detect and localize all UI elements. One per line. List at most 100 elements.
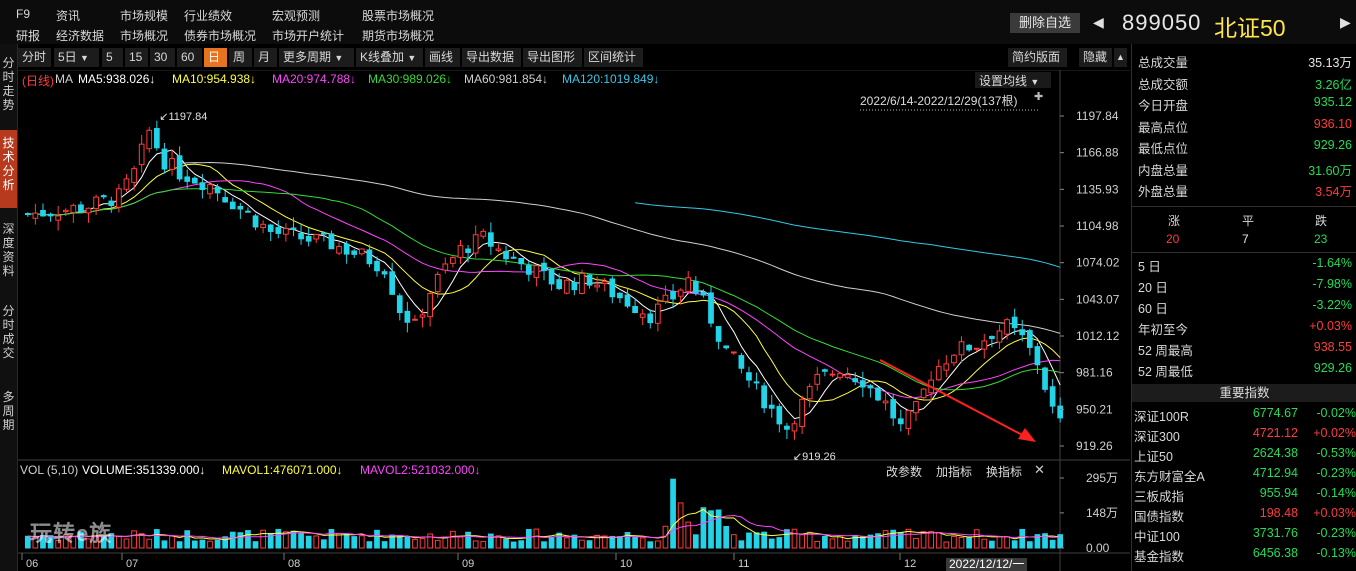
candle-body <box>434 273 441 293</box>
ma60-label: MA60:981.854↓ <box>464 72 549 86</box>
menu-futures-overview[interactable]: 期货市场概况 <box>362 29 435 43</box>
index-name: 东方财富全A <box>1134 470 1205 484</box>
ma30-label: MA30:989.026↓ <box>368 72 453 86</box>
volume-bar <box>996 535 1003 549</box>
volume-bar <box>1049 539 1056 549</box>
candle-body <box>738 355 745 369</box>
kline-chart[interactable]: 1197.84 1166.88 1135.93 1104.98 1074.02 1043.… <box>18 70 1130 571</box>
price-tick-label: 1166.88 <box>1076 146 1119 160</box>
menu-market-overview[interactable]: 市场概况 <box>120 29 169 43</box>
menu-bond-market-overview[interactable]: 债券市场概况 <box>184 29 257 43</box>
tb-range-stats[interactable]: 区间统计 <box>584 48 644 67</box>
next-arrow-icon[interactable]: ▶ <box>1340 14 1351 30</box>
index-name: 深证100R <box>1134 410 1189 424</box>
index-row[interactable]: 深证300 4721.12 +0.02% <box>1134 426 1356 446</box>
tb-5min[interactable]: 5 <box>102 48 124 67</box>
remove-watchlist-button[interactable]: 删除自选 <box>1010 13 1080 33</box>
menu-economic-data[interactable]: 经济数据 <box>56 29 105 43</box>
candle-body <box>412 318 418 321</box>
menu-macro-forecast[interactable]: 宏观预测 <box>272 9 321 23</box>
close-icon[interactable]: ✕ <box>1034 462 1045 477</box>
menu-market-scale[interactable]: 市场规模 <box>120 9 169 23</box>
index-change: -0.23% <box>1316 466 1356 480</box>
volume-bar <box>146 538 153 549</box>
menu-research[interactable]: 研报 <box>16 29 41 43</box>
tb-kline-overlay[interactable]: K线叠加 ▼ <box>356 48 424 67</box>
price-tick-label: 1197.84 <box>1076 109 1119 123</box>
volume-bar <box>791 528 798 549</box>
tb-hide[interactable]: 隐藏 <box>1079 48 1113 67</box>
candle-body <box>374 260 380 272</box>
tb-simple-layout[interactable]: 简约版面 <box>1008 48 1068 67</box>
candle-body <box>973 347 980 350</box>
index-row[interactable]: 深证100R 6774.67 -0.02% <box>1134 406 1356 426</box>
index-row[interactable]: 基金指数 6456.38 -0.13% <box>1134 546 1356 566</box>
volume-bar <box>746 532 752 549</box>
candle-body <box>601 281 608 285</box>
index-row[interactable]: 国债指数 198.48 +0.03% <box>1134 506 1356 526</box>
index-row[interactable]: 三板成指 955.94 -0.14% <box>1134 486 1356 506</box>
month-label: 06 <box>26 558 38 570</box>
chevron-down-icon: ▼ <box>334 53 344 63</box>
menu-news[interactable]: 资讯 <box>56 9 81 23</box>
candle-body <box>655 303 661 324</box>
tab-in-depth-info[interactable]: 深 度 资 料 <box>2 222 15 278</box>
quote-row-value: 935.12 <box>1313 95 1352 109</box>
price-tick-label: 1012.12 <box>1076 329 1120 343</box>
menu-f9[interactable]: F9 <box>16 7 31 21</box>
tb-15min[interactable]: 15 <box>125 48 149 67</box>
candle-body <box>62 209 69 213</box>
menu-stock-market-overview[interactable]: 股票市场概况 <box>362 9 435 23</box>
candle-body <box>153 128 160 149</box>
ma-settings-button[interactable]: 设置均线 ▼ <box>975 72 1051 88</box>
volume-bar <box>738 540 745 549</box>
tb-export-graph[interactable]: 导出图形 <box>523 48 583 67</box>
tab-intraday-trades[interactable]: 分 时 成 交 <box>2 304 15 360</box>
tb-more-periods[interactable]: 更多周期 ▼ <box>279 48 355 67</box>
tb-daily[interactable]: 日 <box>204 48 228 67</box>
quote-row: 内盘总量 31.60万 <box>1138 160 1352 180</box>
volume-bar <box>586 540 593 549</box>
volume-bar <box>859 536 866 549</box>
switch-indicator-button[interactable]: 换指标 <box>986 465 1023 479</box>
breadth-flat-count: 7 <box>1242 232 1249 246</box>
index-price: 4712.94 <box>1252 466 1298 480</box>
quote-row-label: 总成交额 <box>1138 77 1189 92</box>
volume-bar <box>472 540 479 549</box>
menu-industry-perf[interactable]: 行业绩效 <box>184 9 233 23</box>
pin-icon[interactable]: ✚ <box>1034 91 1044 103</box>
panel-toggle-icon[interactable]: ▲ <box>1114 48 1128 67</box>
volume-bar <box>692 534 699 549</box>
tab-technical-analysis[interactable]: 技 术 分 析 <box>0 130 17 208</box>
tab-multi-period[interactable]: 多 周 期 <box>2 390 15 432</box>
volume-bar <box>875 533 881 549</box>
tb-5day[interactable]: 5日 ▼ <box>54 48 100 67</box>
tab-intraday[interactable]: 分 时 走 势 <box>2 56 15 112</box>
prev-arrow-icon[interactable]: ◀ <box>1093 14 1104 30</box>
index-row[interactable]: 上证50 2624.38 -0.53% <box>1134 446 1356 466</box>
tb-monthly[interactable]: 月 <box>254 48 278 67</box>
volume-bar <box>374 529 380 549</box>
candle-body <box>465 248 471 254</box>
tb-intraday[interactable]: 分时 <box>18 48 52 67</box>
tb-draw-line[interactable]: 画线 <box>425 48 461 67</box>
index-row[interactable]: 东方财富全A 4712.94 -0.23% <box>1134 466 1356 486</box>
tb-30min[interactable]: 30 <box>150 48 176 67</box>
change-params-button[interactable]: 改参数 <box>886 465 923 479</box>
index-row[interactable]: 中证100 3731.76 -0.23% <box>1134 526 1356 546</box>
volume-bar <box>761 531 767 549</box>
menu-account-stats[interactable]: 市场开户统计 <box>272 29 345 43</box>
volume-bar <box>298 533 304 549</box>
add-indicator-button[interactable]: 加指标 <box>936 465 973 479</box>
tb-60min[interactable]: 60 <box>177 48 203 67</box>
volume-bar <box>1042 533 1048 549</box>
ma60-line <box>179 161 1061 334</box>
candle-body <box>229 201 236 210</box>
candle-body <box>525 265 532 275</box>
volume-bar <box>844 540 851 549</box>
volume-bar <box>609 535 616 549</box>
candle-body <box>336 245 342 254</box>
volume-bar <box>245 530 251 549</box>
tb-weekly[interactable]: 周 <box>229 48 253 67</box>
tb-export-data[interactable]: 导出数据 <box>462 48 522 67</box>
